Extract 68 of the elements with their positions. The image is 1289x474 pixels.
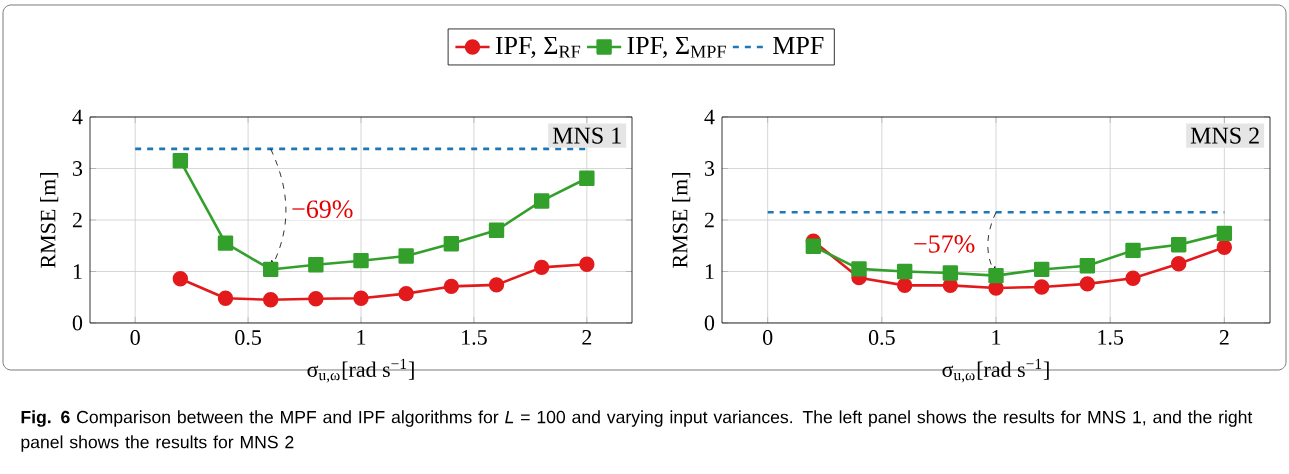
- y-tick-label: 4: [72, 109, 83, 125]
- point: [533, 259, 550, 276]
- point: [1033, 279, 1050, 295]
- y-tick-label: 2: [704, 212, 714, 228]
- text: Fig. 6 Comparison between the MPF and IPF algorithms for L = 100 and varying input variances. The left panel shows the results for MNS 1, and the right panel shows the results for MNS 2: [21, 410, 1253, 452]
- legend-label: IPF, Σ$_{MPF}$: [627, 36, 726, 58]
- annotation: MNS 2: [1190, 127, 1259, 144]
- point: [353, 252, 369, 269]
- x-axis-title: σ$_{u,ω}$[rad s$^{−1}$]: [307, 358, 414, 383]
- point: [262, 261, 279, 278]
- point: [488, 222, 505, 238]
- y-tick-label: 0: [704, 315, 715, 331]
- point: [262, 292, 279, 308]
- point: [896, 263, 913, 280]
- point: [488, 277, 505, 293]
- y-tick-label: 3: [705, 161, 715, 176]
- point: [217, 290, 234, 306]
- point: [308, 257, 324, 273]
- y-tick-label: 2: [72, 212, 82, 228]
- point: [308, 291, 324, 307]
- x-axis-title: σ$_{u,ω}$[rad s$^{−1}$]: [942, 358, 1049, 383]
- point: [172, 270, 189, 287]
- point: [443, 278, 460, 295]
- point: [398, 285, 414, 302]
- point: [1033, 261, 1050, 278]
- y-tick-label: 4: [704, 109, 715, 125]
- x-tick-label: 1.5: [1098, 330, 1124, 345]
- point: [1170, 237, 1187, 253]
- y-tick-label: 1: [73, 264, 82, 279]
- point: [443, 235, 460, 252]
- point: [1125, 270, 1141, 286]
- point: [533, 193, 550, 209]
- point: [1216, 239, 1233, 255]
- point: [1079, 258, 1096, 274]
- point: [988, 267, 1004, 284]
- point: [1079, 276, 1096, 292]
- x-tick-label: 0: [763, 330, 773, 345]
- annotation: −57%: [914, 235, 975, 253]
- legend-label: IPF, Σ$_{RF}$: [495, 36, 581, 58]
- x-tick-label: 2: [582, 330, 592, 345]
- point: [398, 248, 414, 264]
- point: [172, 153, 189, 169]
- x-tick-label: 2: [1219, 330, 1229, 345]
- x-tick-label: 1: [357, 330, 366, 345]
- y-tick-label: 3: [73, 161, 83, 176]
- y-axis-title: RMSE [m]: [40, 173, 59, 268]
- point: [851, 261, 867, 277]
- point: [942, 265, 959, 281]
- x-tick-label: 1: [992, 330, 1001, 345]
- point: [217, 235, 234, 251]
- x-tick-label: 0.5: [235, 330, 261, 345]
- point: [353, 290, 369, 306]
- x-tick-label: 1.5: [462, 330, 487, 345]
- point: [805, 238, 822, 254]
- y-axis-title: RMSE [m]: [672, 173, 691, 268]
- y-tick-label: 1: [705, 264, 714, 279]
- point: [1216, 225, 1233, 242]
- point: [579, 256, 595, 272]
- point: [579, 170, 595, 186]
- x-tick-label: 0.5: [868, 330, 895, 345]
- annotation: MNS 1: [552, 127, 621, 144]
- legend-label: MPF: [773, 36, 824, 54]
- point: [1170, 256, 1187, 272]
- point: [896, 277, 913, 294]
- point: [1125, 242, 1141, 259]
- y-tick-label: 0: [72, 315, 83, 331]
- x-tick-label: 0: [130, 330, 140, 345]
- annotation: −69%: [292, 200, 353, 218]
